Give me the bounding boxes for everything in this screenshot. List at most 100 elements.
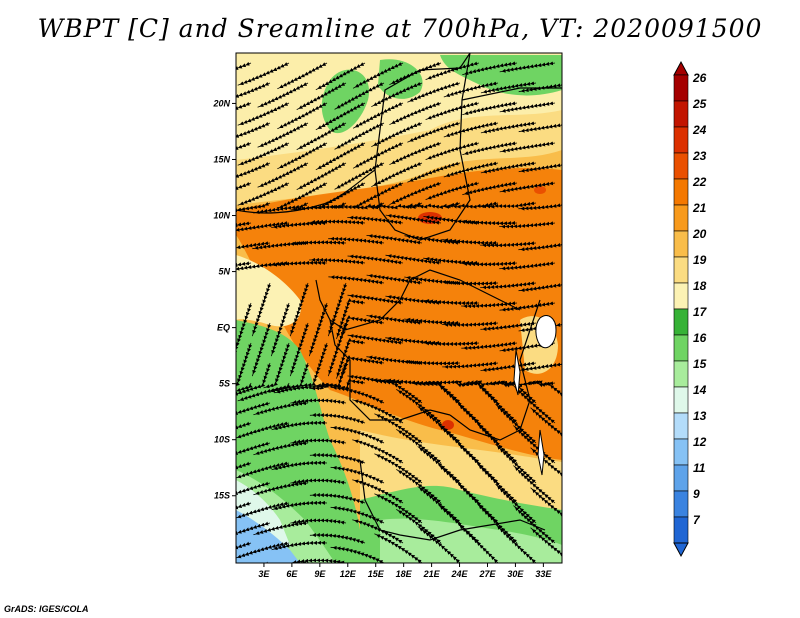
- colorbar-swatch: [673, 360, 689, 388]
- lat-label: 15N: [213, 154, 230, 164]
- colorbar-swatch: [673, 256, 689, 284]
- colorbar-label: 19: [693, 253, 707, 267]
- colorbar-label: 20: [692, 227, 707, 241]
- lon-label: 6E: [286, 569, 298, 579]
- colorbar-swatch: [673, 386, 689, 414]
- lon-label: 15E: [368, 569, 385, 579]
- streamline: [530, 447, 562, 484]
- colorbar-label: 26: [692, 71, 707, 85]
- colorbar-swatch: [673, 74, 689, 102]
- streamline: [499, 101, 556, 113]
- map-title: WBPT [C] and Sreamline at 700hPa, VT: 20…: [37, 14, 763, 43]
- lake-malawi: [537, 429, 545, 476]
- colorbar-label: 15: [693, 357, 707, 371]
- lat-label: 5N: [218, 267, 230, 277]
- lat-label: 10N: [213, 211, 230, 221]
- streamline: [495, 523, 537, 563]
- lat-label: 15S: [214, 491, 230, 501]
- border-central: [315, 269, 521, 331]
- colorbar-swatch: [673, 126, 689, 154]
- map-frame: [235, 52, 563, 564]
- streamline: [530, 487, 562, 524]
- colorbar-label: 16: [693, 331, 707, 345]
- colorbar: 26 25 24 23 22 21 20 19 18 17 16 15 14 13 12 11 9 7: [673, 60, 708, 558]
- streamlines: [236, 61, 562, 563]
- lon-label: 30E: [507, 569, 524, 579]
- colorbar-swatch: [673, 334, 689, 362]
- streamline: [530, 407, 562, 444]
- lat-label: 5S: [219, 379, 230, 389]
- lat-label: 10S: [214, 435, 230, 445]
- lat-label: 20N: [212, 98, 230, 108]
- border-central-north: [374, 53, 471, 241]
- colorbar-label: 18: [693, 279, 707, 293]
- colorbar-swatch: [673, 178, 689, 206]
- colorbar-swatch: [673, 490, 689, 518]
- border-south-central: [329, 319, 451, 421]
- colorbar-top-arrow: [673, 60, 689, 76]
- streamline: [518, 281, 562, 293]
- colorbar-label: 25: [692, 97, 707, 111]
- colorbar-swatch: [673, 464, 689, 492]
- streamline: [499, 301, 556, 312]
- colorbar-label: 11: [693, 461, 706, 475]
- colorbar-swatch: [673, 230, 689, 258]
- colorbar-swatch: [673, 152, 689, 180]
- colorbar-label: 23: [692, 149, 707, 163]
- streamline: [457, 523, 499, 563]
- colorbar-label: 17: [693, 305, 708, 319]
- border-north: [236, 53, 471, 214]
- streamline: [518, 201, 562, 211]
- streamline: [518, 361, 562, 372]
- grads-credit: GrADS: IGES/COLA: [4, 604, 89, 614]
- colorbar-swatch: [673, 412, 689, 440]
- colorbar-swatch: [673, 204, 689, 232]
- colorbar-bottom-arrow: [673, 542, 689, 558]
- colorbar-label: 9: [693, 487, 700, 501]
- colorbar-swatch: [673, 282, 689, 310]
- border-south: [359, 459, 546, 541]
- lake-victoria: [535, 315, 557, 349]
- lakes: [513, 315, 557, 476]
- streamline: [330, 505, 385, 524]
- lon-label: 24E: [451, 569, 469, 579]
- colorbar-label: 14: [693, 383, 707, 397]
- colorbar-label: 12: [693, 435, 707, 449]
- streamline: [330, 425, 385, 444]
- border-east: [449, 299, 541, 441]
- streamline: [518, 161, 562, 173]
- lon-label: 21E: [423, 569, 441, 579]
- colorbar-swatch: [673, 516, 689, 544]
- colorbar-label: 21: [692, 201, 707, 215]
- lon-label: 27E: [478, 569, 496, 579]
- lat-label: EQ: [217, 323, 230, 333]
- map-axes: 20N 15N 10N 5N EQ 5S 10S 15S 3E 6E 9E 12E 15E 18E 21E 2…: [212, 98, 552, 579]
- lon-label: 3E: [258, 569, 270, 579]
- streamline: [499, 221, 556, 229]
- colorbar-swatch: [673, 438, 689, 466]
- streamline: [417, 526, 461, 563]
- country-borders: [236, 53, 562, 541]
- colorbar-label: 13: [693, 409, 707, 423]
- border-northeast: [461, 87, 562, 101]
- lon-label: 12E: [340, 569, 357, 579]
- wbpt-max-spot1: [418, 212, 442, 224]
- colorbar-swatch: [673, 308, 689, 336]
- lake-tanganyika: [513, 349, 521, 396]
- streamline: [330, 465, 385, 484]
- lon-label: 9E: [314, 569, 326, 579]
- streamline: [374, 533, 423, 563]
- streamline: [499, 141, 556, 153]
- colorbar-label: 24: [692, 123, 707, 137]
- lon-label: 18E: [396, 569, 413, 579]
- streamline: [525, 380, 562, 404]
- streamline: [518, 121, 562, 133]
- streamline: [499, 181, 556, 193]
- colorbar-swatch: [673, 100, 689, 128]
- streamline: [499, 261, 556, 271]
- streamline: [518, 241, 562, 252]
- streamline: [499, 61, 556, 73]
- streamline: [530, 527, 562, 563]
- streamline: [330, 545, 385, 563]
